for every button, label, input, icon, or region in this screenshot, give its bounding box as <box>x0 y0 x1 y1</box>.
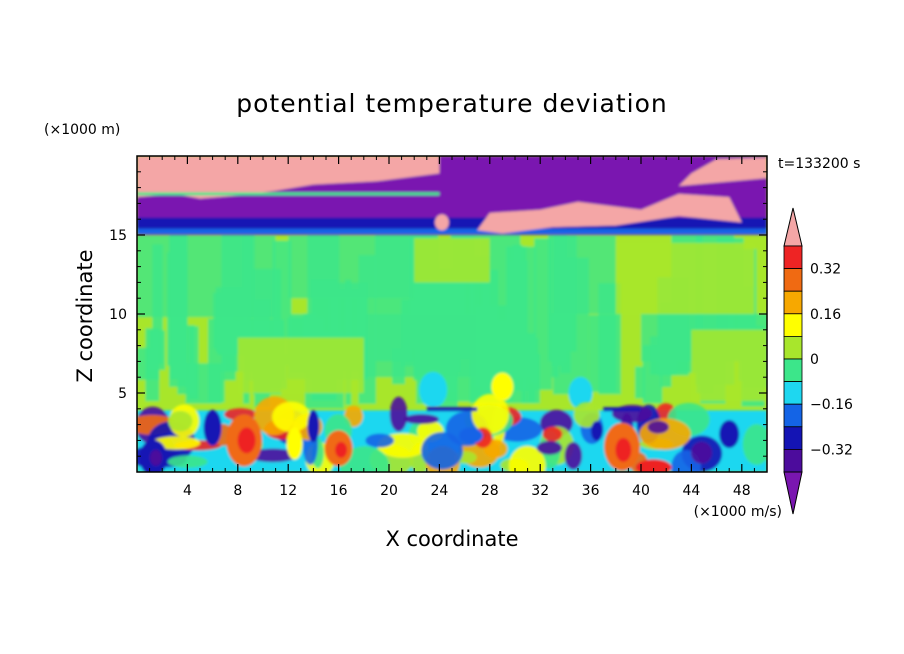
colorbar-segment <box>783 448 803 473</box>
y-axis-label: Z coordinate <box>73 249 97 382</box>
x-axis-label: X coordinate <box>385 527 518 551</box>
colorbar-label: 0 <box>810 352 819 368</box>
colorbar-label: −0.32 <box>810 442 853 458</box>
x-axis: 4 8 12 16 20 24 28 32 36 40 44 48 <box>149 156 755 499</box>
colorbar-segment <box>783 335 803 360</box>
colorbar: 0.32 0.16 0 −0.16 −0.32 <box>783 207 853 515</box>
x-tick-label: 20 <box>380 483 398 499</box>
colorbar-segment <box>783 313 803 337</box>
x-tick-label: 8 <box>233 483 242 499</box>
x-tick-label: 36 <box>582 483 600 499</box>
colorbar-segment <box>783 403 803 428</box>
colorbar-label: 0.32 <box>810 262 841 278</box>
x-tick-label: 12 <box>279 483 297 499</box>
colorbar-segment <box>783 290 803 315</box>
colorbar-segment <box>783 358 803 383</box>
y-axis: 5 10 15 <box>109 171 767 457</box>
x-tick-label: 28 <box>481 483 499 499</box>
upper-layer <box>137 156 767 235</box>
colorbar-extend-bottom <box>783 471 803 515</box>
boundary-layer <box>137 393 767 472</box>
colorbar-label: 0.16 <box>810 307 841 323</box>
x-axis-unit: (×1000 m/s) <box>694 504 782 520</box>
x-tick-label: 44 <box>682 483 700 499</box>
colorbar-extend-top <box>783 207 803 247</box>
mid-layer-streaks <box>137 231 767 409</box>
x-tick-label: 16 <box>330 483 348 499</box>
x-tick-label: 40 <box>632 483 650 499</box>
colorbar-segment <box>783 268 803 292</box>
colorbar-segment <box>783 426 803 450</box>
colorbar-segment <box>783 245 803 270</box>
x-tick-label: 4 <box>183 483 192 499</box>
y-tick-label: 5 <box>118 386 127 402</box>
chart-title: potential temperature deviation <box>236 89 667 118</box>
colorbar-label: −0.16 <box>810 397 853 413</box>
heatmap-field <box>137 156 767 472</box>
x-tick-label: 48 <box>733 483 751 499</box>
time-label: t=133200 s <box>778 156 860 172</box>
colorbar-segment <box>783 381 803 405</box>
x-tick-label: 32 <box>531 483 549 499</box>
y-tick-label: 15 <box>109 228 127 244</box>
y-axis-unit: (×1000 m) <box>44 122 120 138</box>
x-tick-label: 24 <box>430 483 448 499</box>
y-tick-label: 10 <box>109 307 127 323</box>
